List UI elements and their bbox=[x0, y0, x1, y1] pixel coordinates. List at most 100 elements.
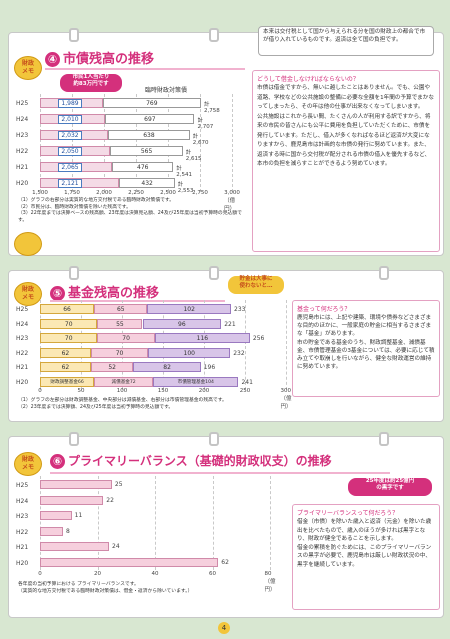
axis-tick-label: 2,250 bbox=[128, 190, 144, 196]
bar-segment: 476 bbox=[112, 162, 174, 172]
chart1-notes: （1）グラフの右部分は実質的な地方交付税である臨時財政対策債です。 （2）市民分… bbox=[18, 198, 242, 223]
total-label: 232 bbox=[233, 349, 245, 357]
binder-ring bbox=[69, 266, 79, 280]
section-title: ④ 市債残高の推移 bbox=[45, 48, 154, 67]
axis-tick-label: 2,750 bbox=[192, 190, 208, 196]
bar-segment: 82 bbox=[133, 362, 201, 372]
bar-segment: 65 bbox=[94, 304, 148, 314]
bar-segment: 116 bbox=[154, 333, 250, 343]
section-number: ⑥ bbox=[50, 454, 65, 469]
total-label: 241 bbox=[241, 378, 253, 386]
bar-segment: 62 bbox=[40, 347, 91, 358]
year-label: H22 bbox=[16, 528, 29, 536]
what-is-fund-box: 基金って何だろう？ 鹿児島市には、上記や建築、環境や債券などさまざまな目的のほか… bbox=[292, 300, 440, 397]
grid-line bbox=[286, 300, 287, 390]
bar-segment bbox=[40, 557, 219, 567]
binder-ring bbox=[69, 432, 79, 446]
year-label: H23 bbox=[16, 513, 29, 520]
bar-segment: 70 bbox=[40, 318, 98, 329]
bar-value-label: 2,050 bbox=[58, 147, 82, 156]
grid-line bbox=[72, 94, 73, 192]
grid-line bbox=[245, 300, 246, 390]
axis-tick-label: 3,000（億円） bbox=[224, 190, 240, 212]
bar-value-label: 62 bbox=[221, 558, 229, 566]
grid-line bbox=[40, 94, 41, 192]
box-title: どうして借金しなければならないの？ bbox=[257, 76, 359, 83]
grid-line bbox=[212, 476, 214, 570]
bar-value-label: 1,989 bbox=[58, 99, 82, 108]
grid-line bbox=[168, 94, 169, 192]
box-title: プライマリーバランスって何だろう？ bbox=[297, 510, 399, 517]
page-number: 4 bbox=[218, 622, 230, 634]
bar-value-label: 11 bbox=[74, 512, 83, 519]
grid-line bbox=[232, 94, 233, 192]
axis-tick-label: 200 bbox=[198, 388, 210, 394]
year-label: H21 bbox=[16, 544, 29, 551]
per-capita-callout: 市民1人当たり 約83万円です bbox=[60, 74, 122, 92]
legend-label: 臨時財政対策債 bbox=[145, 87, 188, 94]
axis-tick-label: 60 bbox=[209, 571, 216, 577]
year-label: H24 bbox=[16, 116, 29, 123]
grid-line bbox=[40, 476, 41, 570]
binder-ring bbox=[379, 266, 389, 280]
axis-tick-label: 0 bbox=[38, 388, 42, 394]
box-title: 基金って何だろう？ bbox=[297, 306, 351, 313]
box-text: 市債は借金ですから、無いに越したことはありません。でも、公園や道路、学校などの公… bbox=[257, 85, 434, 167]
bar-segment: 66 bbox=[40, 304, 95, 314]
bar-segment: 102 bbox=[147, 304, 232, 314]
bar-value-label: 2,065 bbox=[58, 163, 82, 172]
chart3-notes: 各年度の当初予算における プライマリーバランスです。 （実質的な地方交付税である… bbox=[18, 582, 193, 594]
grid-line bbox=[163, 300, 164, 390]
bar-segment: 638 bbox=[108, 130, 190, 140]
year-label: H20 bbox=[16, 559, 29, 567]
title-underline bbox=[45, 68, 245, 70]
binder-ring bbox=[209, 432, 219, 446]
axis-tick-label: 300（億円） bbox=[280, 388, 292, 410]
total-label: 計2,553 bbox=[177, 182, 194, 194]
section-title: ⑥ プライマリーバランス（基礎的財政収支）の推移 bbox=[50, 452, 332, 469]
what-is-pb-box: プライマリーバランスって何だろう？ 借金（市債）を除いた歳入と返済（元金）を除い… bbox=[292, 504, 440, 610]
bar-segment: 52 bbox=[90, 362, 134, 372]
grid-line bbox=[40, 300, 41, 390]
year-label: H22 bbox=[16, 349, 29, 357]
finance-memo-badge: 財政 メモ bbox=[14, 56, 42, 80]
bar-value-label: 24 bbox=[112, 543, 120, 550]
year-label: H24 bbox=[16, 497, 29, 505]
year-label: H23 bbox=[16, 335, 29, 342]
grid-line bbox=[81, 300, 82, 390]
axis-tick-label: 2,500 bbox=[160, 190, 176, 196]
axis-tick-label: 1,500 bbox=[32, 190, 48, 196]
grid-line bbox=[97, 476, 99, 570]
box-text: 鹿児島市には、上記や建築、環境や債券などさまざまな目的のほかに、一般家庭の貯金に… bbox=[297, 315, 435, 371]
legend-segment: 市債管理基金104 bbox=[153, 376, 239, 387]
legend-segment: 財政調整基金66 bbox=[40, 376, 95, 387]
bar-value-label: 8 bbox=[66, 527, 70, 535]
bar-segment bbox=[40, 511, 72, 520]
bar-segment: 62 bbox=[40, 362, 91, 372]
year-label: H21 bbox=[16, 164, 29, 171]
total-label: 233 bbox=[234, 306, 246, 313]
total-label: 計2,615 bbox=[185, 150, 202, 162]
total-label: 計2,670 bbox=[192, 134, 209, 146]
year-label: H25 bbox=[16, 306, 29, 313]
bar-segment: 769 bbox=[102, 98, 201, 108]
bar-value-label: 22 bbox=[106, 496, 114, 504]
bar-segment: 432 bbox=[119, 178, 175, 188]
bar-segment: 100 bbox=[148, 347, 231, 358]
grid-line bbox=[204, 300, 205, 390]
binder-ring bbox=[69, 28, 79, 42]
binder-ring bbox=[379, 432, 389, 446]
axis-tick-label: 50 bbox=[77, 388, 85, 394]
box-text: 借金（市債）を除いた歳入と返済（元金）を除いた歳出を比べたもので、歳入のほうが多… bbox=[297, 519, 432, 568]
year-label: H24 bbox=[16, 320, 29, 328]
bar-segment bbox=[40, 526, 63, 536]
binder-ring bbox=[209, 266, 219, 280]
why-borrow-box: どうして借金しなければならないの？ 市債は借金ですから、無いに越したことはありま… bbox=[252, 70, 440, 252]
finance-memo-badge bbox=[14, 232, 42, 256]
year-label: H23 bbox=[16, 132, 29, 139]
axis-tick-label: 80（億円） bbox=[264, 571, 276, 593]
section-title: ⑤ 基金残高の推移 bbox=[50, 282, 159, 301]
year-label: H21 bbox=[16, 364, 29, 371]
total-label: 計2,707 bbox=[197, 118, 214, 130]
year-label: H25 bbox=[16, 100, 29, 107]
